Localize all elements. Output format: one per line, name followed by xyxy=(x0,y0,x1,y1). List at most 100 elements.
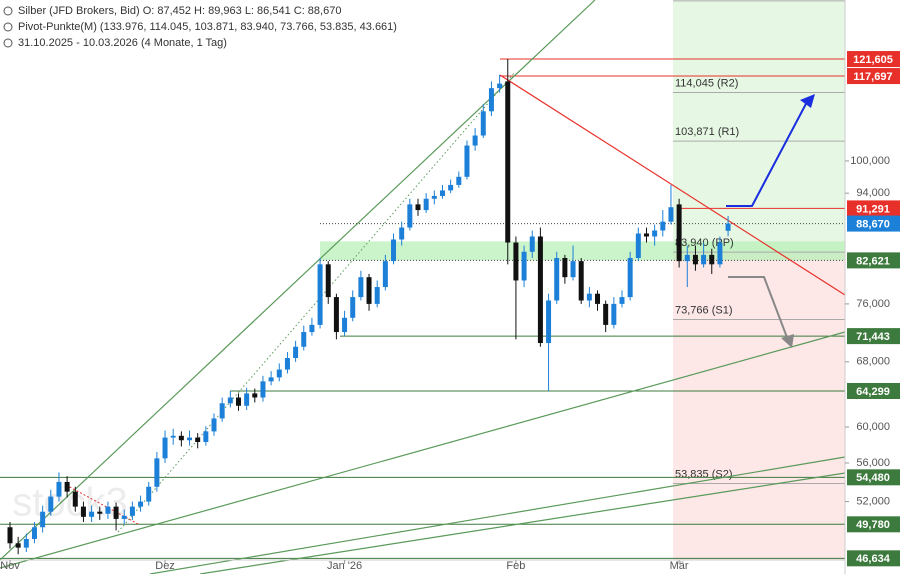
candle-body xyxy=(643,233,649,237)
candle-body xyxy=(350,297,356,318)
level-label: 91,291 xyxy=(856,203,890,215)
level-label: 88,670 xyxy=(856,218,890,230)
trend-line xyxy=(199,472,846,574)
candle-body xyxy=(154,458,160,487)
candle-body xyxy=(89,511,95,517)
y-tick-label: 76,000 xyxy=(856,298,890,310)
candle-body xyxy=(497,83,503,89)
trend-line xyxy=(117,71,516,533)
icon xyxy=(3,22,13,32)
level-label: 64,299 xyxy=(856,386,890,398)
candle-body xyxy=(121,515,127,519)
candle-body xyxy=(521,251,527,281)
x-tick-label: Feb xyxy=(506,560,525,572)
x-tick-label: Mär xyxy=(670,560,689,572)
candle-body xyxy=(431,195,437,199)
candle-body xyxy=(56,481,62,497)
candle-body xyxy=(684,254,690,262)
y-tick-label: 60,000 xyxy=(856,421,890,433)
pivot-zone-up xyxy=(673,0,845,253)
header-line: Pivot-Punkte(M) (133.976, 114.045, 103.8… xyxy=(18,21,397,33)
level-label: 82,621 xyxy=(856,255,890,267)
candle-body xyxy=(725,223,731,231)
arrow-head xyxy=(781,334,794,348)
candle-body xyxy=(244,393,250,406)
candle-body xyxy=(325,264,331,298)
candle-body xyxy=(537,236,543,344)
candle-body xyxy=(40,511,46,528)
candle-body xyxy=(660,221,666,231)
y-tick-label: 52,000 xyxy=(856,495,890,507)
level-box xyxy=(847,328,900,345)
level-box xyxy=(847,200,900,217)
candle-body xyxy=(276,369,282,378)
arrow-head xyxy=(800,94,815,108)
candle-body xyxy=(554,258,560,301)
candle-body xyxy=(374,287,380,304)
candle-body xyxy=(415,204,421,211)
level-label: 121,605 xyxy=(853,54,893,66)
level-label: 49,780 xyxy=(856,519,890,531)
candle-body xyxy=(578,261,584,301)
pivot-zone-down xyxy=(673,252,845,561)
level-box xyxy=(847,51,900,68)
pivot-zones xyxy=(320,0,845,561)
candle-body xyxy=(252,393,258,398)
candle-body xyxy=(301,332,307,347)
icon xyxy=(3,6,13,16)
watermark: stock3 xyxy=(12,481,128,525)
candle-body xyxy=(717,242,723,265)
level-box xyxy=(847,68,900,85)
levels: 135,976 (R3)114,045 (R2)103,871 (R1)83,9… xyxy=(0,0,845,559)
candles xyxy=(7,59,731,555)
candle-body xyxy=(15,543,21,548)
candle-body xyxy=(709,254,715,265)
candle-body xyxy=(448,184,454,191)
x-tick-label: Nov xyxy=(0,560,20,572)
candle-body xyxy=(595,293,601,304)
candle-body xyxy=(676,204,682,262)
candle-body xyxy=(456,176,462,185)
trend-line xyxy=(499,74,846,296)
candle-body xyxy=(701,254,707,265)
candle-body xyxy=(382,261,388,288)
level-box xyxy=(847,252,900,269)
candle-body xyxy=(611,303,617,325)
trend-line xyxy=(149,456,846,574)
candle-body xyxy=(284,358,290,370)
candle-body xyxy=(635,233,641,259)
candle-body xyxy=(31,527,37,539)
arrow xyxy=(726,99,809,207)
candle-body xyxy=(129,506,135,516)
candle-body xyxy=(235,397,241,406)
level-box xyxy=(847,469,900,486)
candle-body xyxy=(293,346,299,359)
level-label: 71,443 xyxy=(856,331,890,343)
candle-body xyxy=(23,538,29,548)
candle-body xyxy=(472,135,478,146)
y-tick-label: 68,000 xyxy=(856,356,890,368)
candle-body xyxy=(366,277,372,304)
candle-body xyxy=(423,198,429,211)
candle-body xyxy=(391,239,397,262)
level-label: 54,480 xyxy=(856,472,890,484)
candle-body xyxy=(505,81,511,243)
level-label: 117,697 xyxy=(853,71,892,83)
candle-body xyxy=(309,324,315,333)
level-label: 46,634 xyxy=(856,553,891,565)
candle-body xyxy=(64,481,70,492)
candle-body xyxy=(211,418,217,432)
candle-body xyxy=(619,297,625,304)
level-box xyxy=(847,215,900,232)
y-tick-label: 56,000 xyxy=(856,457,890,469)
candle-body xyxy=(162,437,168,459)
candle-body xyxy=(105,506,111,514)
drawings xyxy=(0,0,846,574)
candle-body xyxy=(399,227,405,240)
candle-body xyxy=(480,111,486,136)
level-box xyxy=(847,516,900,533)
candle-body xyxy=(586,293,592,301)
candle-body xyxy=(260,381,266,398)
pivot-label: 83,940 (PP) xyxy=(675,237,734,249)
